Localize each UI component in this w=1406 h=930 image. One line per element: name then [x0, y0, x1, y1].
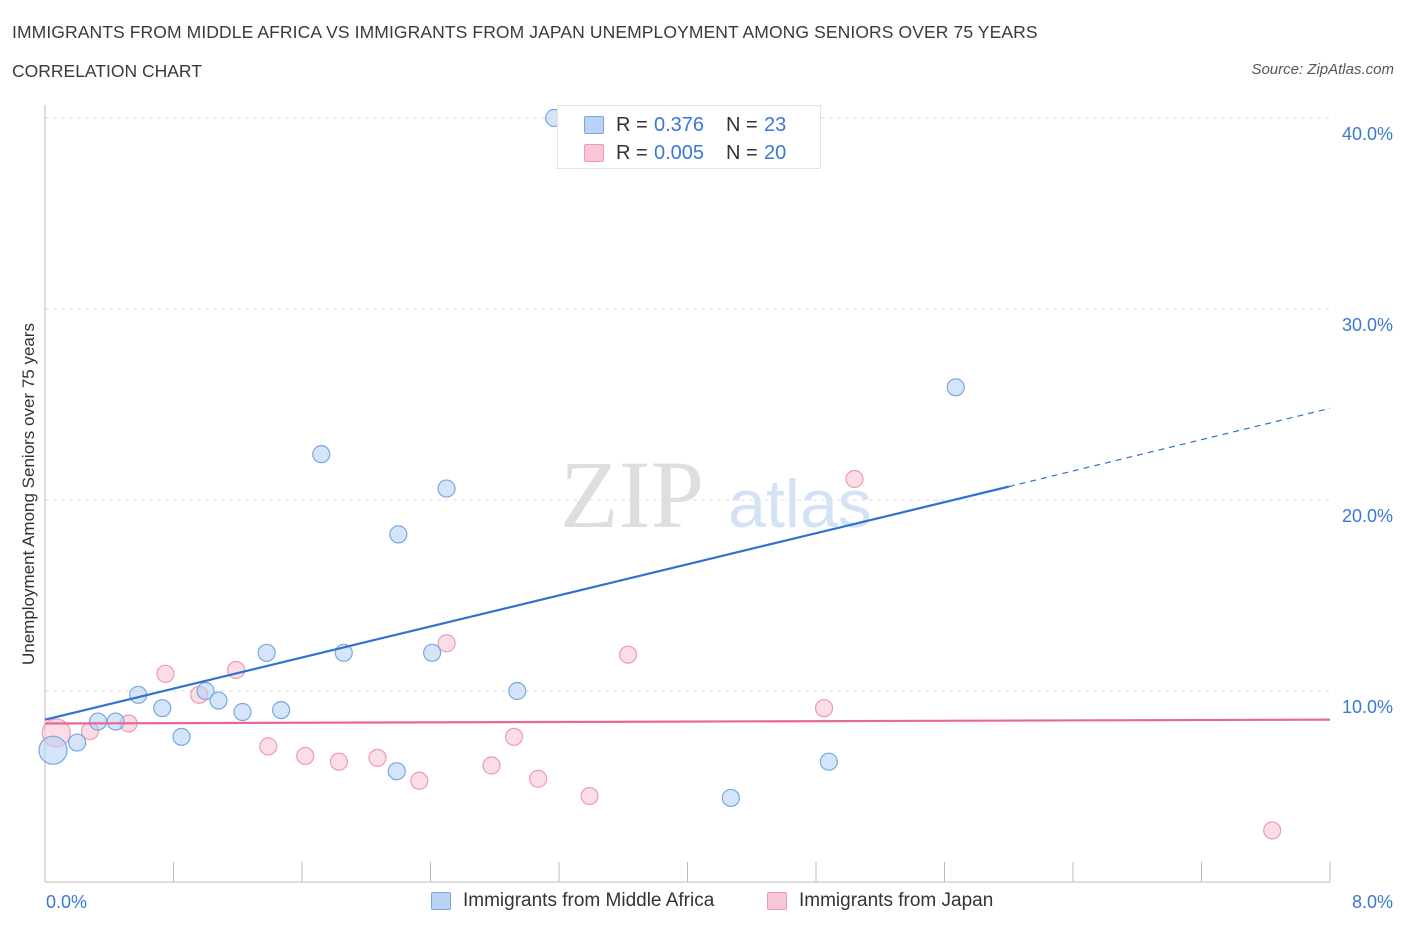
data-point-middle-africa: [272, 700, 291, 720]
watermark-zip: ZIP: [560, 441, 704, 548]
legend-r-value: 0.376: [654, 113, 705, 136]
data-point-japan: [329, 752, 349, 771]
series-legend: Immigrants from Middle Africa Immigrants…: [0, 890, 1406, 914]
legend-swatch-pink: [767, 892, 787, 910]
data-point-middle-africa: [257, 643, 276, 662]
data-point-japan: [504, 727, 524, 746]
y-tick-label: 10.0%: [1342, 697, 1393, 717]
trendline-japan: [44, 718, 1331, 725]
x-tick-label-min: 0.0%: [46, 892, 87, 912]
y-tick-label: 40.0%: [1342, 124, 1393, 144]
legend-item-japan[interactable]: Immigrants from Japan: [767, 890, 993, 912]
y-tick-label: 30.0%: [1342, 315, 1393, 335]
data-point-middle-africa: [508, 681, 527, 701]
trendline-middle-africa-projection: [1008, 407, 1331, 488]
data-point-middle-africa: [88, 712, 108, 731]
data-point-japan: [259, 737, 278, 756]
legend-n-label: N =: [726, 141, 758, 164]
data-point-middle-africa: [196, 681, 215, 701]
data-point-middle-africa: [153, 699, 172, 718]
data-point-japan: [482, 756, 501, 775]
data-point-middle-africa: [68, 733, 87, 752]
legend-item-middle-africa[interactable]: Immigrants from Middle Africa: [431, 890, 714, 912]
correlation-legend: R = 0.376 N = 23 R = 0.005 N = 20: [557, 105, 821, 169]
trendline-middle-africa: [44, 485, 1010, 721]
data-point-japan: [618, 645, 638, 664]
y-tick-label: 20.0%: [1342, 506, 1393, 526]
legend-n-value: 23: [764, 113, 787, 136]
data-point-middle-africa: [437, 479, 456, 498]
legend-n-value: 20: [764, 141, 787, 164]
legend-row-middle-africa: R = 0.376 N = 23: [584, 113, 786, 137]
data-point-middle-africa: [172, 727, 191, 746]
source-label: Source: ZipAtlas.com: [1251, 61, 1394, 78]
legend-row-japan: R = 0.005 N = 20: [584, 141, 786, 165]
data-point-japan: [1263, 821, 1282, 840]
data-point-middle-africa: [233, 702, 252, 722]
data-point-japan: [410, 771, 429, 790]
x-tick-label-max: 8.0%: [1352, 892, 1393, 912]
legend-n-label: N =: [726, 113, 758, 136]
y-axis-label: Unemployment Among Seniors over 75 years: [19, 323, 38, 665]
data-point-middle-africa: [946, 378, 965, 397]
data-point-japan: [580, 786, 599, 806]
data-point-japan: [156, 664, 175, 683]
data-point-japan: [437, 634, 456, 653]
chart-title: IMMIGRANTS FROM MIDDLE AFRICA VS IMMIGRA…: [12, 22, 1038, 42]
data-point-japan: [845, 469, 864, 489]
legend-r-label: R =: [616, 141, 648, 164]
data-point-japan: [814, 699, 834, 718]
data-point-middle-africa: [209, 691, 228, 710]
data-point-middle-africa: [38, 735, 68, 765]
legend-r-label: R =: [616, 113, 648, 136]
data-point-middle-africa: [423, 643, 442, 662]
data-point-middle-africa: [106, 712, 125, 731]
data-point-middle-africa: [387, 762, 406, 781]
legend-r-value: 0.005: [654, 141, 705, 164]
legend-swatch-blue: [431, 892, 451, 910]
data-point-japan: [296, 746, 315, 766]
legend-label-middle-africa: Immigrants from Middle Africa: [463, 890, 715, 911]
chart-subtitle: CORRELATION CHART: [12, 61, 202, 81]
legend-swatch-pink: [584, 144, 604, 162]
data-point-middle-africa: [721, 788, 740, 808]
data-point-middle-africa: [389, 525, 408, 544]
data-point-middle-africa: [312, 445, 331, 464]
data-point-japan: [368, 748, 387, 767]
legend-label-japan: Immigrants from Japan: [799, 890, 994, 911]
legend-swatch-blue: [584, 116, 604, 134]
data-point-japan: [529, 769, 548, 788]
data-point-middle-africa: [819, 752, 838, 771]
